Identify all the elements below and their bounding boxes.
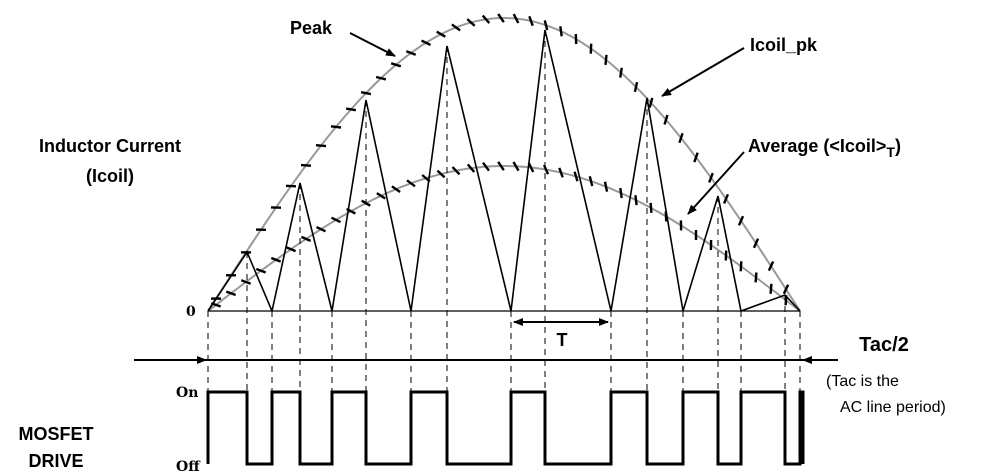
peak-envelope-tick xyxy=(708,172,714,183)
average-envelope-tick xyxy=(512,161,520,172)
peak-envelope-tick xyxy=(663,114,669,125)
peak-envelope-tick xyxy=(315,144,327,148)
peak-envelope-tick xyxy=(767,260,775,272)
peak-arrow xyxy=(349,32,396,57)
peak-envelope-tick xyxy=(737,215,745,226)
average-envelope-tick xyxy=(225,290,237,297)
average-envelope-tick xyxy=(573,171,579,182)
average-label: Average (<Icoil>T) xyxy=(748,136,901,160)
average-label-prefix: Average (<Icoil> xyxy=(748,136,886,156)
peak-envelope-tick xyxy=(722,193,730,204)
zero-label: 0 xyxy=(186,304,196,320)
average-label-subscript: T xyxy=(886,144,895,160)
average-envelope-tick xyxy=(330,216,342,224)
peak-envelope-tick xyxy=(300,163,312,167)
peak-envelope-tick xyxy=(466,18,476,27)
dashed-guide-lines xyxy=(207,30,801,392)
peak-envelope-tick xyxy=(405,50,417,56)
icoil-pk-label: Icoil_pk xyxy=(750,35,818,55)
average-envelope-tick xyxy=(739,261,743,272)
average-envelope-tick xyxy=(285,246,297,253)
average-envelope-tick xyxy=(451,166,461,176)
peak-envelope-tick xyxy=(782,284,790,295)
peak-envelope-tick xyxy=(436,30,446,38)
peak-envelope-tick xyxy=(497,13,505,23)
ac-period-note-line2: AC line period) xyxy=(840,399,946,416)
peak-envelope-tick xyxy=(604,54,608,66)
peak-envelope-tick xyxy=(528,15,534,27)
average-envelope-tick xyxy=(255,267,267,274)
peak-envelope-tick xyxy=(345,107,357,112)
peak-envelope-tick xyxy=(678,132,684,144)
average-envelope-tick xyxy=(270,256,282,263)
off-label: Off xyxy=(176,459,201,475)
peak-envelope-tick xyxy=(481,14,491,24)
average-label-suffix: ) xyxy=(895,136,901,156)
half-period-label: Tac/2 xyxy=(859,334,909,356)
average-envelope-tick xyxy=(588,176,594,187)
average-envelope-tick xyxy=(497,161,505,171)
average-envelope-tick xyxy=(391,185,401,193)
average-envelope-tick xyxy=(558,167,564,178)
peak-envelope-tick xyxy=(693,152,699,163)
average-envelope-tick xyxy=(603,181,609,192)
peak-envelope-tick xyxy=(512,13,520,24)
peak-envelope-tick xyxy=(633,81,639,93)
inductor-current-label: Inductor Current xyxy=(39,136,181,156)
average-envelope-tick xyxy=(649,202,653,213)
on-label: On xyxy=(176,385,198,401)
peak-envelope-tick xyxy=(559,26,563,37)
mosfet-label: MOSFET xyxy=(19,424,94,444)
peak-envelope-curve xyxy=(207,13,801,312)
average-envelope-tick xyxy=(754,272,758,283)
peak-envelope-tick xyxy=(330,125,342,129)
icoil-pk-arrow xyxy=(661,47,745,97)
mosfet-drive-waveform xyxy=(206,390,805,466)
period-label: T xyxy=(557,330,568,350)
peak-envelope-tick xyxy=(619,67,623,78)
average-envelope-tick xyxy=(406,179,416,188)
peak-envelope-tick xyxy=(543,20,549,31)
inductor-current-waveform xyxy=(207,29,801,314)
peak-envelope-line xyxy=(207,17,801,312)
peak-envelope-tick xyxy=(752,238,760,249)
drive-label: DRIVE xyxy=(28,451,83,471)
ac-period-note-line1: (Tac is the xyxy=(826,373,899,390)
average-envelope-tick xyxy=(619,187,623,199)
average-envelope-tick xyxy=(634,195,638,206)
average-arrow xyxy=(687,151,745,215)
average-envelope-tick xyxy=(466,163,476,173)
peak-envelope-tick xyxy=(390,62,402,68)
average-envelope-tick xyxy=(769,283,773,294)
peak-envelope-tick xyxy=(360,91,372,96)
average-envelope-tick xyxy=(436,169,446,179)
average-envelope-tick xyxy=(240,279,252,285)
average-envelope-curve xyxy=(207,161,801,312)
peak-envelope-tick xyxy=(648,97,654,108)
peak-envelope-tick xyxy=(420,39,432,46)
peak-envelope-tick xyxy=(375,75,387,81)
average-envelope-tick xyxy=(527,162,535,173)
average-envelope-tick xyxy=(315,226,327,233)
average-envelope-tick xyxy=(376,192,386,200)
peak-envelope-tick xyxy=(451,23,461,32)
average-envelope-tick xyxy=(300,235,312,243)
icoil-label: (Icoil) xyxy=(86,166,134,186)
peak-label: Peak xyxy=(290,18,333,38)
peak-envelope-tick xyxy=(285,184,297,188)
average-envelope-tick xyxy=(482,161,490,172)
